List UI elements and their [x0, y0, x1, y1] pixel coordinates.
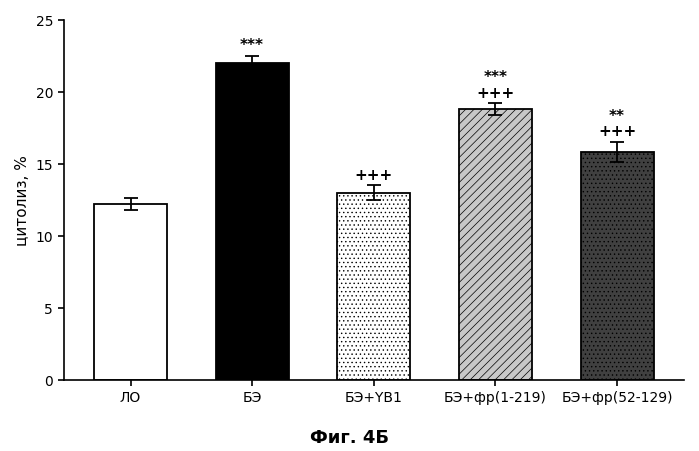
Text: **: **	[609, 109, 625, 124]
Bar	[581, 153, 654, 380]
Text: +++: +++	[354, 167, 393, 182]
Bar	[216, 64, 289, 380]
Y-axis label: цитолиз, %: цитолиз, %	[15, 155, 30, 246]
Text: ***: ***	[240, 38, 264, 53]
Text: +++: +++	[598, 124, 636, 139]
Text: Фиг. 4Б: Фиг. 4Б	[310, 428, 389, 446]
Bar	[459, 110, 532, 380]
Text: ***: ***	[484, 70, 507, 85]
Bar	[338, 193, 410, 380]
Bar	[94, 205, 167, 380]
Text: +++: +++	[476, 85, 514, 100]
